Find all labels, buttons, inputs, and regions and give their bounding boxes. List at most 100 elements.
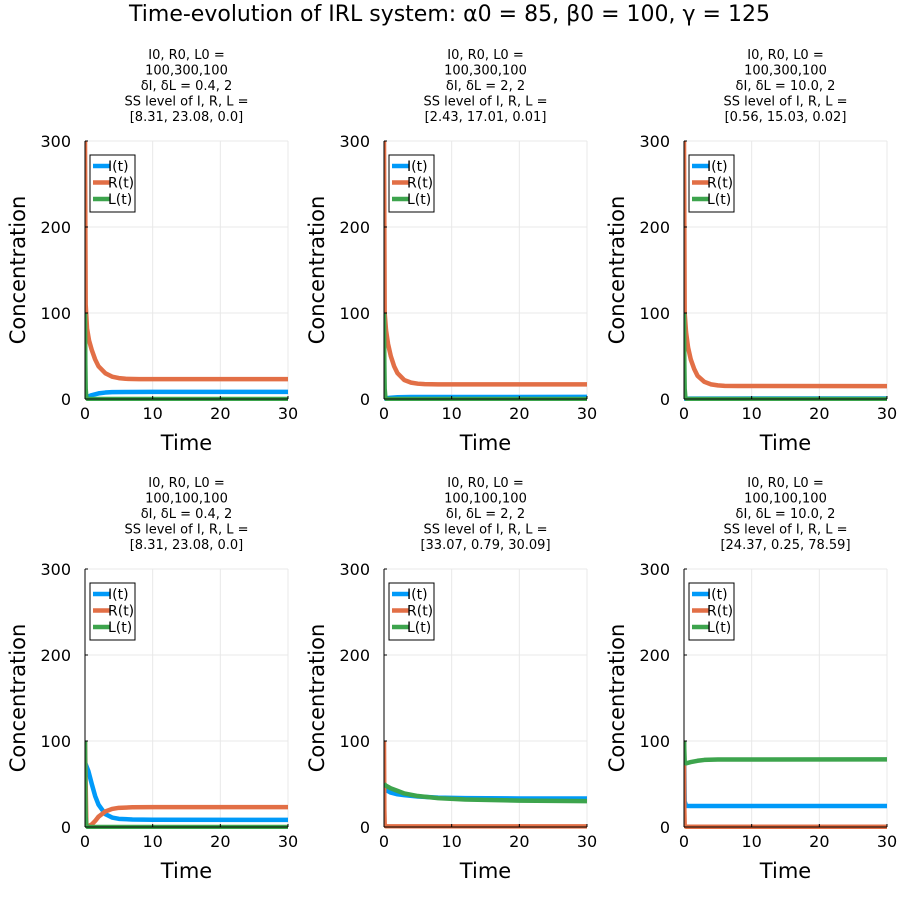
y-tick-label: 300 <box>40 132 71 151</box>
subplot-title-line: I0, R0, L0 = <box>148 48 224 63</box>
y-tick-label: 200 <box>40 646 71 665</box>
legend-label: I(t) <box>108 159 129 175</box>
x-tick-label: 10 <box>441 832 461 851</box>
series-line-it <box>684 740 887 809</box>
x-tick-label: 10 <box>142 832 162 851</box>
y-tick-label: 100 <box>639 732 670 751</box>
y-tick-label: 0 <box>660 390 670 409</box>
subplot-title-line: δI, δL = 2, 2 <box>446 79 525 94</box>
x-tick-label: 20 <box>210 832 230 851</box>
y-axis-label: Concentration <box>605 196 629 345</box>
x-tick-label: 0 <box>379 404 389 423</box>
series-line-it <box>85 761 288 823</box>
subplot-title-line: 100,100,100 <box>744 492 827 507</box>
y-axis-label: Concentration <box>605 624 629 773</box>
x-tick-label: 30 <box>278 832 298 851</box>
subplot-title-line: δI, δL = 0.4, 2 <box>141 507 233 522</box>
legend-label: I(t) <box>707 587 728 603</box>
subplot-title-line: 100,100,100 <box>444 492 527 507</box>
legend-label: R(t) <box>707 604 733 620</box>
legend-label: I(t) <box>407 159 428 175</box>
x-tick-label: 30 <box>577 404 597 423</box>
x-tick-label: 0 <box>679 832 689 851</box>
x-tick-label: 20 <box>809 404 829 423</box>
y-tick-label: 100 <box>40 304 71 323</box>
y-tick-label: 0 <box>61 818 71 837</box>
subplot-title-line: δI, δL = 10.0, 2 <box>736 79 836 94</box>
y-tick-label: 100 <box>40 732 71 751</box>
subplot-title-line: I0, R0, L0 = <box>747 48 823 63</box>
x-tick-label: 0 <box>80 832 90 851</box>
legend-label: L(t) <box>707 620 731 636</box>
subplot-title-line: I0, R0, L0 = <box>447 48 523 63</box>
series-line-lt <box>684 740 887 766</box>
subplot-title-line: [2.43, 17.01, 0.01] <box>425 110 547 125</box>
y-axis-label: Concentration <box>6 196 30 345</box>
x-tick-label: 20 <box>509 404 529 423</box>
subplot-title-line: [8.31, 23.08, 0.0] <box>130 110 244 125</box>
legend-label: I(t) <box>407 587 428 603</box>
legend-label: R(t) <box>707 176 733 192</box>
subplot-title-line: I0, R0, L0 = <box>447 476 523 491</box>
legend-label: R(t) <box>407 604 433 620</box>
subplot-title-line: 100,300,100 <box>444 64 527 79</box>
y-tick-label: 200 <box>40 218 71 237</box>
y-tick-label: 100 <box>339 732 370 751</box>
legend-label: L(t) <box>407 620 431 636</box>
series-line-lt <box>384 782 587 804</box>
y-axis-label: Concentration <box>6 624 30 773</box>
x-tick-label: 10 <box>142 404 162 423</box>
y-tick-label: 200 <box>639 646 670 665</box>
legend-label: I(t) <box>108 587 129 603</box>
x-tick-label: 30 <box>877 832 897 851</box>
figure-title: Time-evolution of IRL system: α0 = 85, β… <box>129 2 770 27</box>
subplot-title-line: SS level of I, R, L = <box>723 523 847 538</box>
x-axis-label: Time <box>459 859 511 883</box>
legend-label: L(t) <box>108 620 132 636</box>
x-tick-label: 0 <box>679 404 689 423</box>
subplot-title-line: I0, R0, L0 = <box>148 476 224 491</box>
x-tick-label: 30 <box>278 404 298 423</box>
subplot-title-line: 100,300,100 <box>744 64 827 79</box>
legend-label: R(t) <box>407 176 433 192</box>
subplot-title-line: I0, R0, L0 = <box>747 476 823 491</box>
y-tick-label: 100 <box>339 304 370 323</box>
subplot-title-line: SS level of I, R, L = <box>423 95 547 110</box>
subplot-title-line: SS level of I, R, L = <box>124 95 248 110</box>
x-axis-label: Time <box>160 859 212 883</box>
series-line-rt <box>384 740 587 829</box>
legend-label: L(t) <box>407 192 431 208</box>
y-tick-label: 200 <box>639 218 670 237</box>
subplot-title-line: SS level of I, R, L = <box>723 95 847 110</box>
subplot-title-line: [0.56, 15.03, 0.02] <box>725 110 847 125</box>
y-tick-label: 300 <box>339 132 370 151</box>
x-tick-label: 10 <box>741 832 761 851</box>
x-tick-label: 20 <box>210 404 230 423</box>
legend-label: L(t) <box>707 192 731 208</box>
y-tick-label: 300 <box>639 132 670 151</box>
subplot-title-line: [33.07, 0.79, 30.09] <box>420 538 550 553</box>
x-tick-label: 0 <box>80 404 90 423</box>
subplot-title-line: [8.31, 23.08, 0.0] <box>130 538 244 553</box>
subplot-title-line: δI, δL = 0.4, 2 <box>141 79 233 94</box>
y-axis-label: Concentration <box>305 624 329 773</box>
y-tick-label: 300 <box>639 560 670 579</box>
subplot-title-line: [24.37, 0.25, 78.59] <box>720 538 850 553</box>
x-tick-label: 10 <box>441 404 461 423</box>
x-tick-label: 0 <box>379 832 389 851</box>
series-line-rt <box>684 740 887 829</box>
legend-label: R(t) <box>108 604 134 620</box>
legend-label: L(t) <box>108 192 132 208</box>
y-tick-label: 0 <box>360 390 370 409</box>
x-axis-label: Time <box>759 859 811 883</box>
series-line-lt <box>85 312 288 401</box>
y-tick-label: 200 <box>339 646 370 665</box>
y-tick-label: 300 <box>339 560 370 579</box>
legend-label: R(t) <box>108 176 134 192</box>
